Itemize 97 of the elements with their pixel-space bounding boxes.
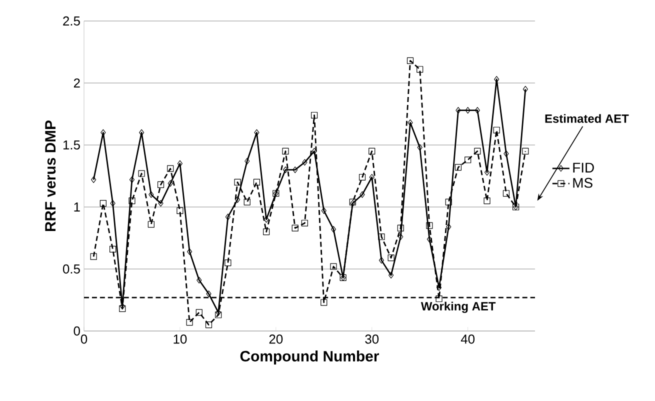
point bbox=[416, 66, 424, 73]
point bbox=[522, 86, 528, 92]
point bbox=[406, 57, 414, 64]
point bbox=[100, 129, 106, 136]
point bbox=[378, 257, 384, 264]
point bbox=[110, 200, 116, 207]
point bbox=[148, 191, 154, 198]
x-tick-label: 0 bbox=[80, 334, 88, 344]
point bbox=[493, 126, 500, 134]
point bbox=[148, 221, 154, 228]
point bbox=[474, 106, 480, 114]
point bbox=[225, 214, 230, 220]
point bbox=[254, 129, 260, 136]
point bbox=[502, 190, 510, 197]
point bbox=[264, 216, 269, 223]
point bbox=[484, 198, 490, 204]
point bbox=[120, 302, 125, 310]
point bbox=[426, 222, 433, 229]
point bbox=[330, 226, 336, 233]
point bbox=[91, 176, 96, 184]
x-axis-title: Compound Number bbox=[240, 350, 380, 364]
point bbox=[360, 191, 365, 198]
point bbox=[119, 305, 126, 312]
y-tick-label: 2.5 bbox=[63, 16, 80, 26]
point bbox=[465, 106, 470, 114]
point bbox=[282, 166, 288, 174]
point bbox=[397, 224, 404, 232]
point bbox=[522, 148, 529, 154]
point bbox=[186, 319, 193, 326]
point bbox=[426, 236, 432, 243]
y-tick-label: 2 bbox=[74, 78, 80, 88]
point bbox=[234, 196, 240, 203]
point bbox=[454, 164, 462, 171]
point bbox=[139, 129, 144, 136]
point bbox=[253, 178, 260, 186]
point bbox=[321, 207, 326, 214]
point bbox=[494, 76, 500, 83]
point bbox=[312, 148, 317, 154]
point bbox=[244, 158, 250, 164]
point bbox=[504, 150, 509, 157]
point bbox=[464, 156, 472, 164]
point bbox=[358, 174, 366, 181]
x-tick-label: 30 bbox=[365, 334, 379, 344]
point bbox=[157, 181, 164, 188]
point bbox=[292, 224, 298, 232]
point bbox=[177, 160, 182, 167]
point bbox=[128, 198, 136, 204]
point bbox=[158, 200, 164, 207]
point bbox=[129, 176, 135, 184]
point bbox=[388, 254, 394, 262]
point bbox=[408, 119, 413, 126]
point bbox=[138, 170, 145, 177]
x-tick-label: 20 bbox=[269, 334, 283, 344]
point bbox=[311, 112, 318, 119]
point bbox=[100, 200, 106, 207]
point bbox=[244, 198, 250, 206]
point bbox=[292, 166, 298, 174]
y-tick-label: 1.5 bbox=[63, 140, 80, 150]
point bbox=[196, 309, 202, 316]
point bbox=[263, 228, 270, 236]
point bbox=[369, 174, 374, 181]
point bbox=[234, 178, 241, 186]
point bbox=[320, 299, 328, 306]
legend-label: MS bbox=[573, 178, 592, 188]
y-tick-label: 0 bbox=[74, 326, 80, 336]
x-tick-label: 40 bbox=[460, 334, 475, 344]
point bbox=[456, 106, 461, 114]
point bbox=[224, 260, 232, 266]
point bbox=[205, 322, 212, 328]
ref-line-label: Working AET bbox=[420, 302, 496, 313]
legend-label: FID bbox=[573, 162, 594, 172]
point bbox=[282, 148, 289, 154]
point bbox=[301, 220, 308, 226]
y-tick-label: 1 bbox=[74, 202, 80, 212]
point bbox=[398, 233, 404, 240]
point bbox=[445, 198, 452, 206]
point bbox=[206, 290, 212, 298]
point bbox=[216, 309, 221, 316]
point bbox=[168, 180, 173, 187]
y-tick-label: 0.5 bbox=[62, 264, 80, 274]
point bbox=[368, 148, 376, 154]
point bbox=[330, 263, 337, 270]
point bbox=[417, 144, 422, 151]
text: Estimated AET bbox=[545, 114, 629, 123]
point bbox=[176, 207, 184, 214]
point bbox=[446, 224, 452, 230]
point bbox=[196, 276, 202, 284]
point bbox=[187, 248, 192, 255]
point bbox=[388, 272, 394, 278]
point bbox=[167, 165, 174, 172]
y-axis-title: RRF verus DMP bbox=[45, 120, 56, 232]
point bbox=[302, 159, 308, 166]
point bbox=[90, 253, 97, 260]
point bbox=[215, 312, 222, 318]
x-tick-label: 10 bbox=[174, 334, 187, 344]
point bbox=[474, 148, 481, 154]
point bbox=[109, 246, 116, 252]
